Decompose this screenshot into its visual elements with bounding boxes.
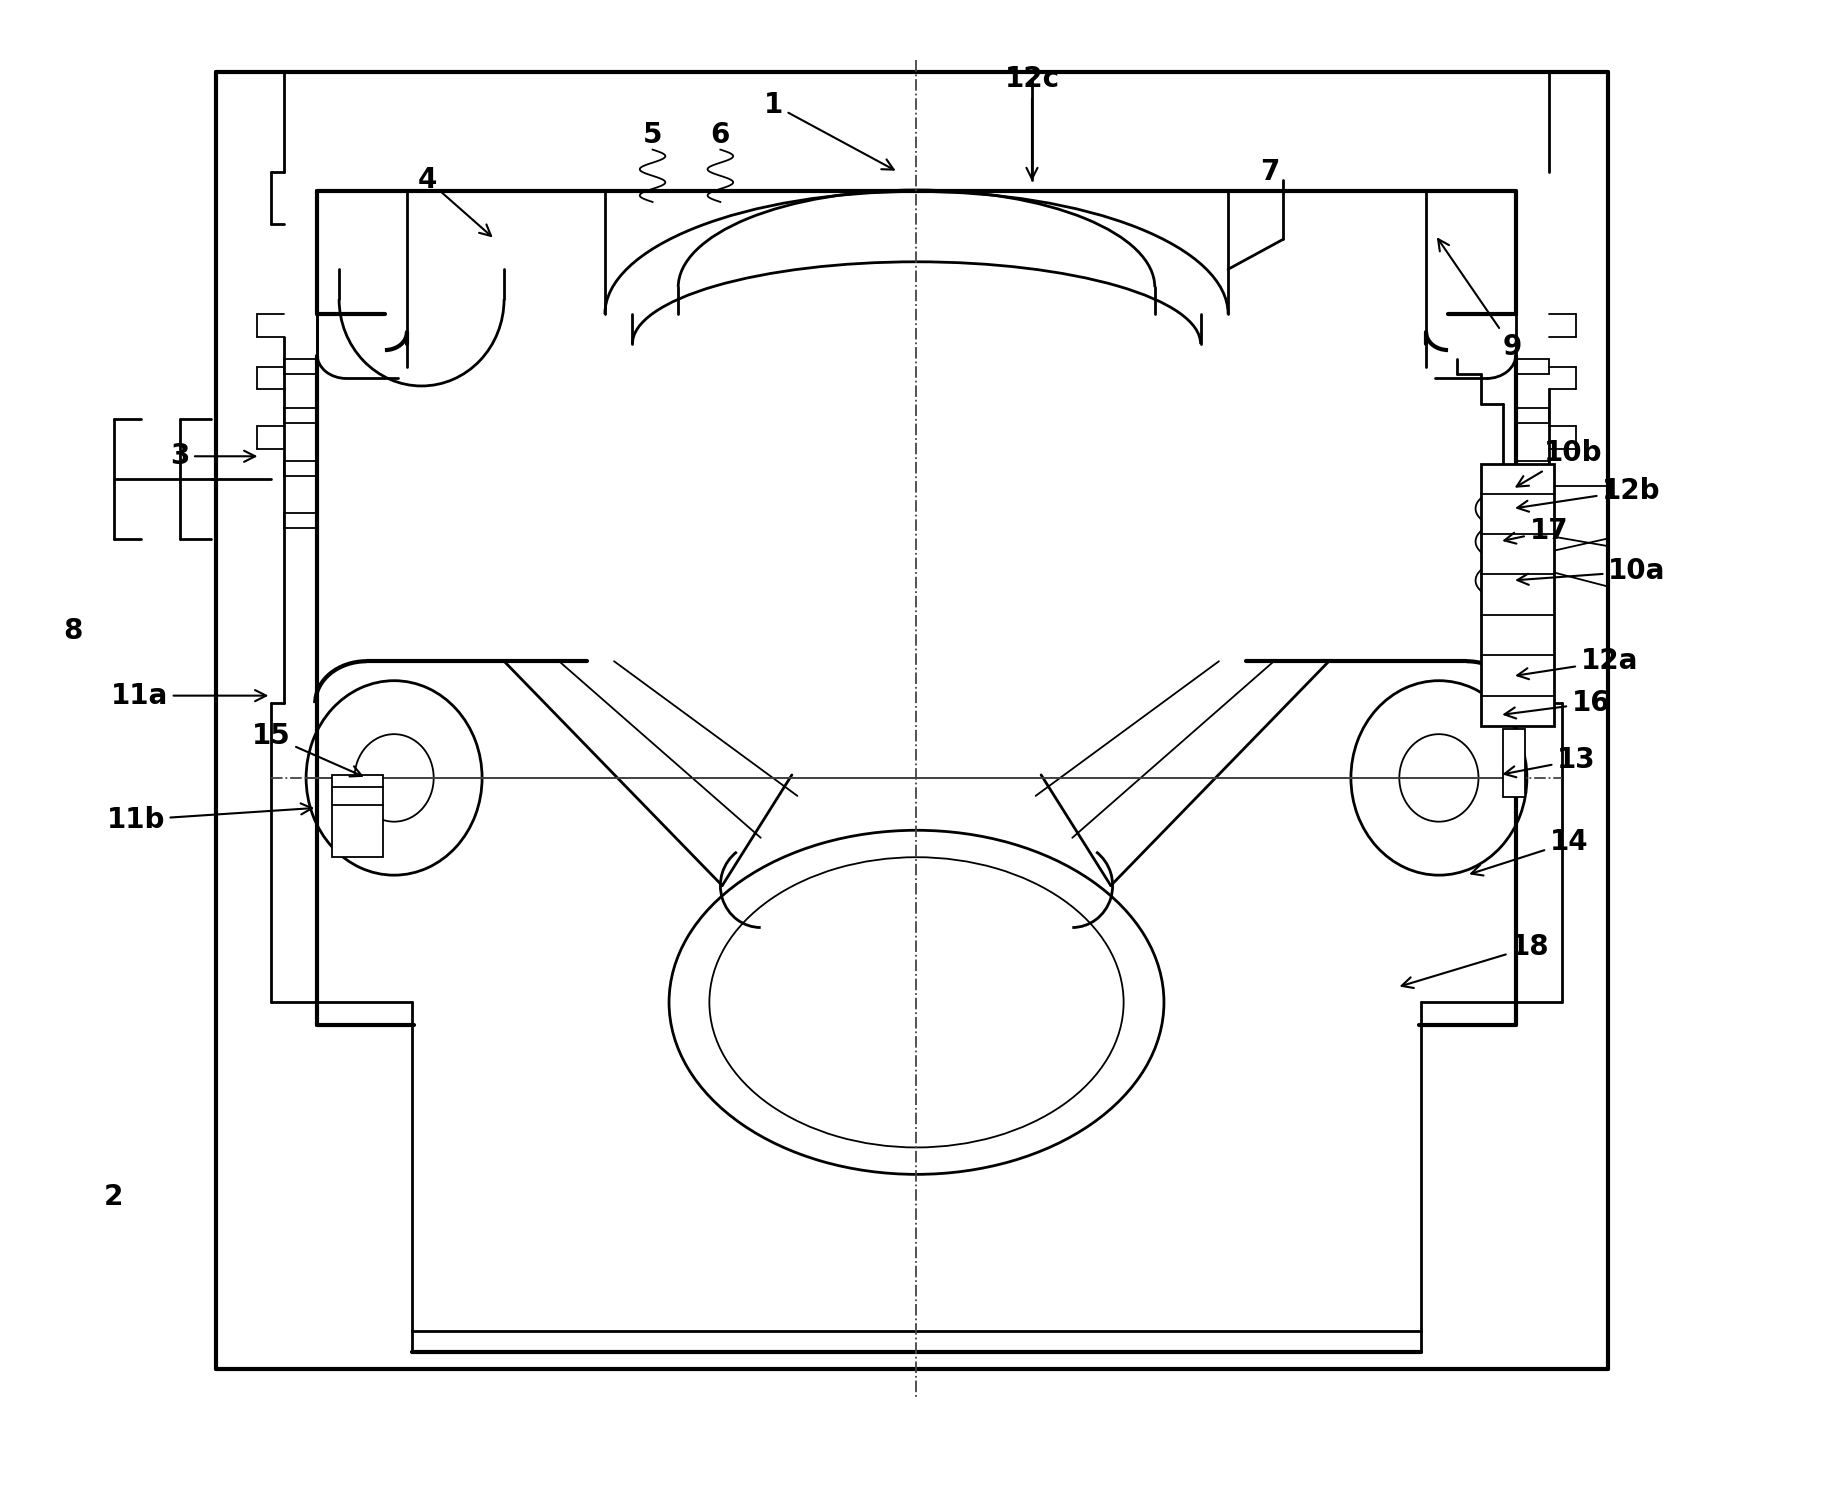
Bar (1480, 464, 1554, 726)
Text: 6: 6 (711, 121, 729, 148)
Text: 16: 16 (1504, 690, 1610, 718)
Text: 18: 18 (1401, 934, 1550, 987)
Text: 7: 7 (1260, 159, 1279, 186)
Text: 2: 2 (104, 1183, 123, 1210)
Text: 10b: 10b (1515, 440, 1601, 486)
Bar (332, 775, 383, 857)
Text: 8: 8 (64, 618, 82, 645)
Text: 14: 14 (1471, 829, 1588, 875)
Text: 12c: 12c (1004, 66, 1059, 180)
Text: 5: 5 (643, 121, 661, 148)
Text: 13: 13 (1504, 747, 1596, 778)
Text: 12b: 12b (1517, 477, 1660, 512)
Text: 4: 4 (418, 166, 491, 236)
Text: 11b: 11b (106, 803, 311, 833)
Text: 3: 3 (170, 443, 255, 470)
Text: 15: 15 (251, 723, 361, 776)
Text: 11a: 11a (110, 682, 266, 709)
Text: 12a: 12a (1517, 648, 1638, 679)
Text: 10a: 10a (1517, 558, 1665, 585)
Bar (1502, 730, 1524, 796)
Text: 9: 9 (1438, 239, 1521, 361)
Text: 17: 17 (1504, 518, 1568, 545)
Text: 1: 1 (764, 91, 894, 169)
